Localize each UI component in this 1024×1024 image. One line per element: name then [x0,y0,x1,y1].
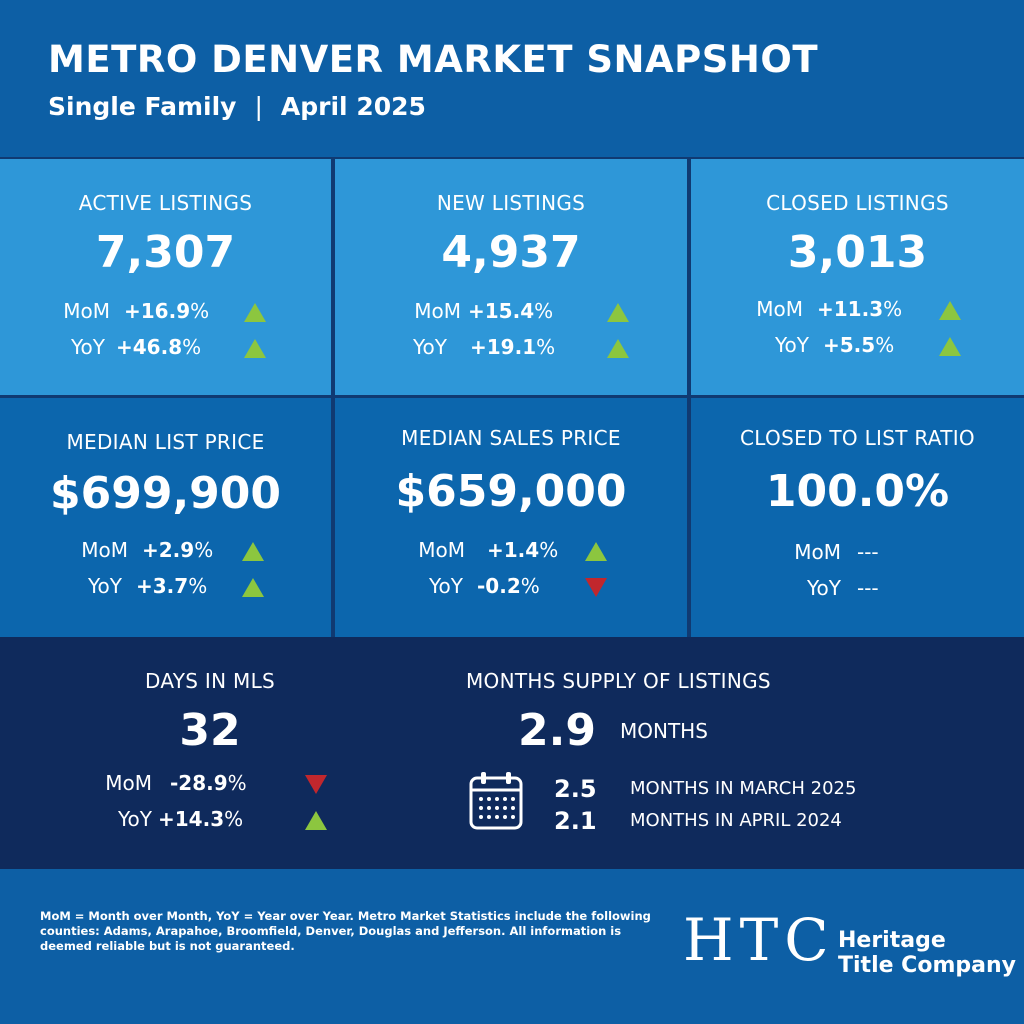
subtitle-separator: | [254,92,263,121]
yoy-value: +19.1% [470,335,556,359]
mom-row: MoM -28.9% [0,771,420,801]
up-arrow-icon [305,811,327,830]
bottom-section: DAYS IN MLS 32 MoM -28.9% YoY +14.3% MON… [0,637,1024,869]
median-list-price-card: MEDIAN LIST PRICE $699,900 MoM +2.9% YoY… [0,398,331,637]
report-date: April 2025 [280,92,426,121]
company-name: Heritage Title Company [838,928,1016,978]
card-value: $699,900 [49,468,282,519]
yoy-label: YoY [412,335,447,359]
mom-row: MoM +16.9% [0,299,331,329]
page-subtitle: Single Family | April 2025 [48,92,426,121]
yoy-row: YoY +5.5% [691,333,1024,363]
mom-value: +11.3% [817,297,903,321]
mom-row: MoM --- [691,540,1024,570]
yoy-row: YoY +19.1% [335,335,687,365]
months-supply-unit: MONTHS [620,719,708,743]
up-arrow-icon [607,303,629,322]
yoy-value: --- [857,576,879,600]
closed-listings-card: CLOSED LISTINGS 3,013 MoM +11.3% YoY +5.… [691,159,1024,395]
mom-value: --- [857,540,879,564]
up-arrow-icon [242,578,264,597]
card-label: CLOSED TO LIST RATIO [740,426,975,450]
prior-value-march-2025: 2.5 [554,775,597,803]
card-label: DAYS IN MLS [144,669,276,693]
footer-disclaimer: MoM = Month over Month, YoY = Year over … [40,909,651,953]
prior-label-march-2025: MONTHS IN MARCH 2025 [630,778,857,799]
days-in-mls-card: DAYS IN MLS 32 MoM -28.9% YoY +14.3% [0,637,420,869]
months-supply-label: MONTHS SUPPLY OF LISTINGS [466,669,771,693]
mom-value: +16.9% [124,299,210,323]
new-listings-card: NEW LISTINGS 4,937 MoM +15.4% YoY +19.1% [335,159,687,395]
yoy-label: YoY [70,335,105,359]
mom-row: MoM +15.4% [335,299,687,329]
up-arrow-icon [939,337,961,356]
company-name-line1: Heritage [838,928,946,953]
mom-label: MoM [105,771,152,795]
mom-value: -28.9% [170,771,247,795]
card-label: NEW LISTINGS [436,191,586,215]
mom-value: +1.4% [487,538,559,562]
down-arrow-icon [585,578,607,597]
property-type: Single Family [48,92,237,121]
mom-value: +15.4% [468,299,554,323]
yoy-label: YoY [806,576,841,600]
up-arrow-icon [244,339,266,358]
card-value: 32 [179,705,241,756]
yoy-row: YoY +46.8% [0,335,331,365]
card-value: 3,013 [787,227,928,278]
card-value: $659,000 [395,466,627,517]
mom-row: MoM +2.9% [0,538,331,568]
page-title: METRO DENVER MARKET SNAPSHOT [48,38,819,81]
mom-label: MoM [756,297,803,321]
yoy-value: +46.8% [116,335,202,359]
htc-logo: HTC [683,906,835,974]
yoy-label: YoY [87,574,122,598]
yoy-value: +3.7% [136,574,208,598]
down-arrow-icon [305,775,327,794]
yoy-value: +14.3% [158,807,244,831]
stats-grid: ACTIVE LISTINGS 7,307 MoM +16.9% YoY +46… [0,157,1024,637]
months-supply-value: 2.9 [518,705,596,756]
yoy-label: YoY [774,333,809,357]
yoy-label: YoY [117,807,152,831]
card-value: 7,307 [95,227,236,278]
mom-label: MoM [418,538,465,562]
median-sales-price-card: MEDIAN SALES PRICE $659,000 MoM +1.4% Yo… [335,398,687,637]
card-label: ACTIVE LISTINGS [78,191,253,215]
up-arrow-icon [939,301,961,320]
mom-row: MoM +11.3% [691,297,1024,327]
yoy-value: +5.5% [823,333,895,357]
company-name-line2: Title Company [838,953,1016,978]
yoy-label: YoY [428,574,463,598]
prior-value-april-2024: 2.1 [554,807,597,835]
card-value: 100.0% [765,466,950,517]
mom-label: MoM [81,538,128,562]
active-listings-card: ACTIVE LISTINGS 7,307 MoM +16.9% YoY +46… [0,159,331,395]
calendar-icon [469,772,523,830]
card-label: CLOSED LISTINGS [766,191,949,215]
card-label: MEDIAN SALES PRICE [401,426,621,450]
mom-label: MoM [794,540,841,564]
footer: MoM = Month over Month, YoY = Year over … [0,869,1024,1024]
mom-label: MoM [63,299,110,323]
up-arrow-icon [585,542,607,561]
up-arrow-icon [242,542,264,561]
mom-row: MoM +1.4% [335,538,687,568]
yoy-row: YoY +3.7% [0,574,331,604]
closed-to-list-ratio-card: CLOSED TO LIST RATIO 100.0% MoM --- YoY … [691,398,1024,637]
mom-value: +2.9% [142,538,214,562]
yoy-row: YoY -0.2% [335,574,687,604]
card-label: MEDIAN LIST PRICE [66,430,265,454]
header: METRO DENVER MARKET SNAPSHOT Single Fami… [0,0,1024,157]
mom-label: MoM [414,299,461,323]
yoy-value: -0.2% [477,574,540,598]
prior-label-april-2024: MONTHS IN APRIL 2024 [630,810,842,831]
up-arrow-icon [607,339,629,358]
card-value: 4,937 [441,227,581,278]
yoy-row: YoY --- [691,576,1024,606]
up-arrow-icon [244,303,266,322]
yoy-row: YoY +14.3% [0,807,420,837]
